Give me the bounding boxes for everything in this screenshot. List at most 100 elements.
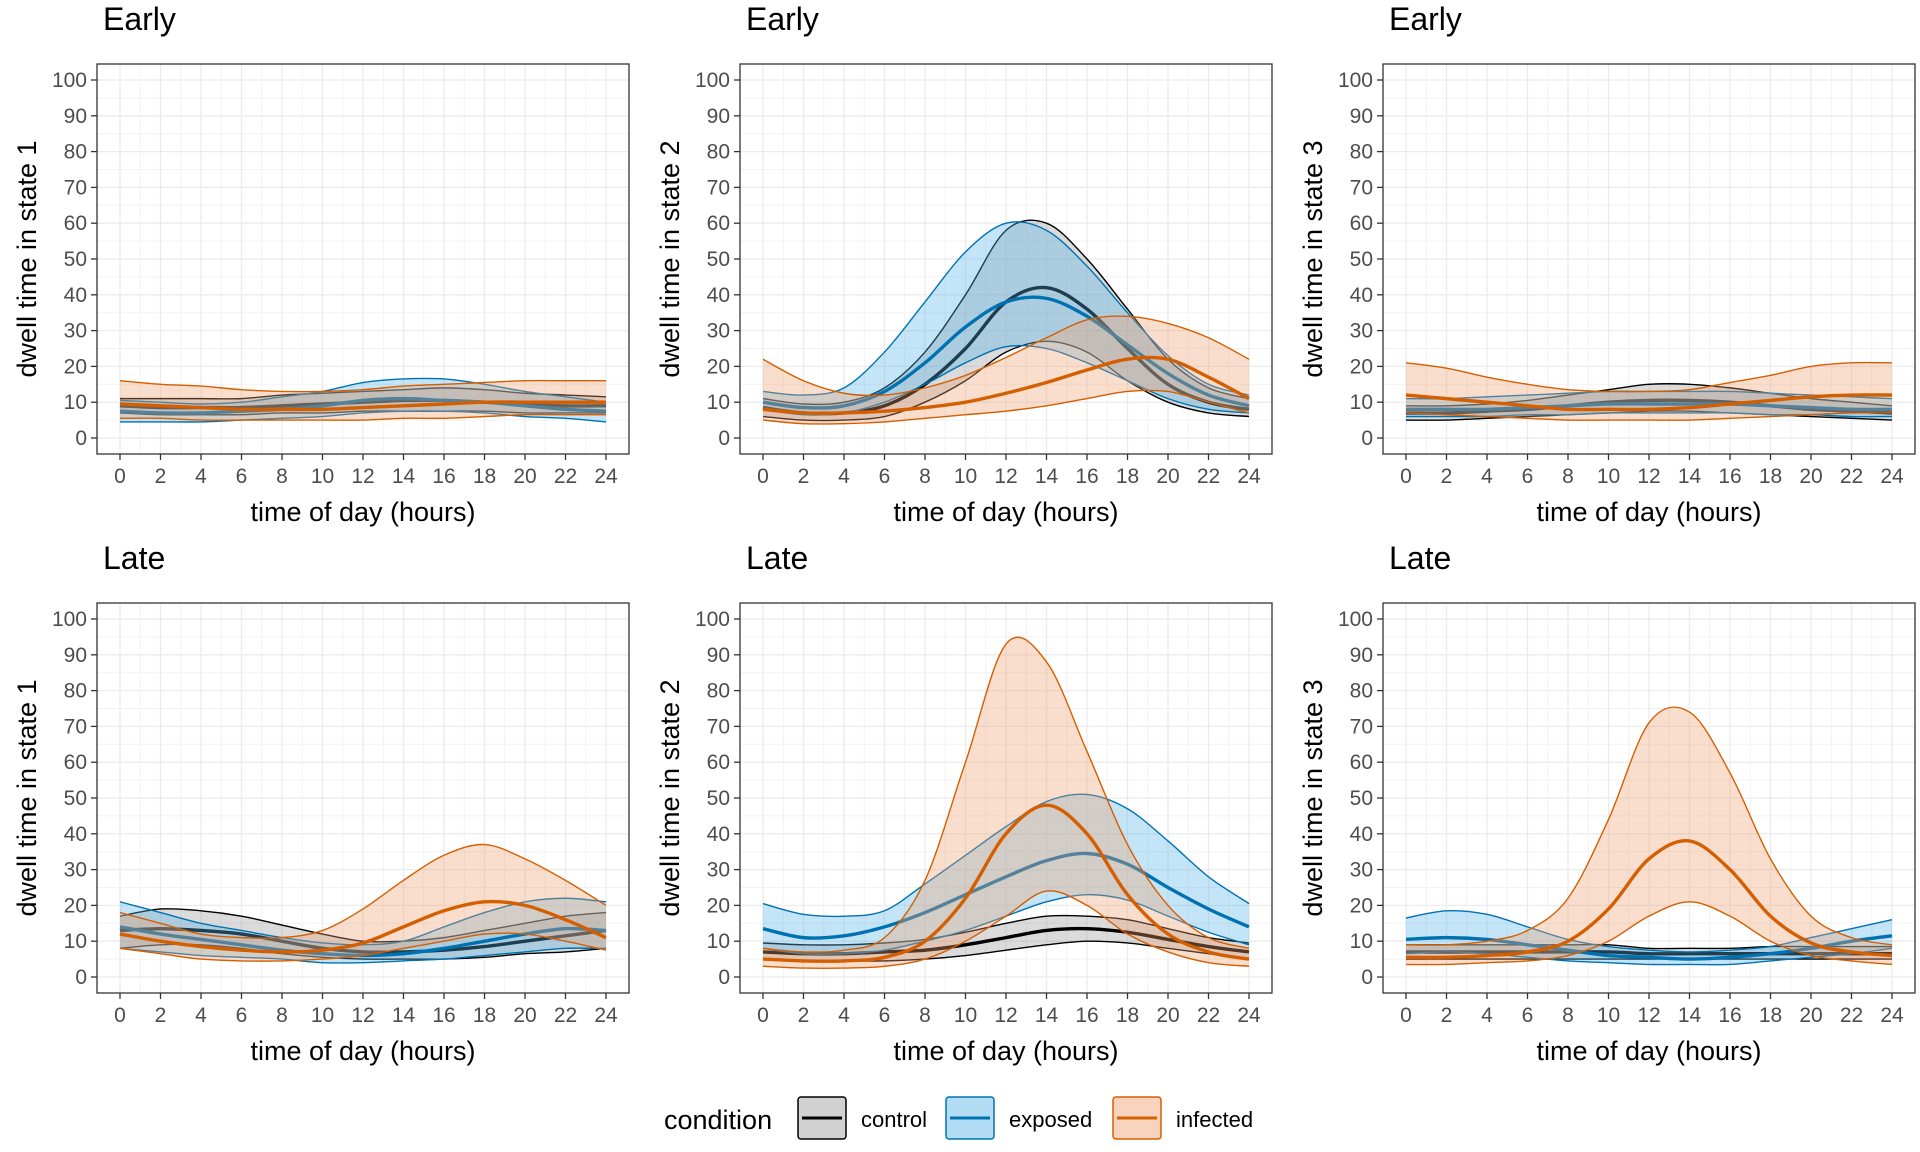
x-tick-label: 14 [392, 465, 416, 488]
x-tick-label: 2 [155, 1004, 167, 1027]
panel-3: 0 2 4 6 8 10 12 14 16 18 20 22 240102030405060708090… [1298, 1, 1916, 527]
x-tick-label: 14 [1035, 1004, 1059, 1027]
legend-label-infected: infected [1176, 1107, 1253, 1132]
x-tick-label: 16 [1718, 465, 1741, 488]
x-tick-label: 4 [195, 1004, 207, 1027]
x-tick-label: 24 [1880, 465, 1904, 488]
x-tick-label: 6 [236, 1004, 248, 1027]
y-tick-label: 40 [64, 284, 87, 307]
x-tick-label: 12 [351, 465, 374, 488]
ribbon-exposed [763, 221, 1249, 416]
panel-title: Early [746, 1, 819, 37]
y-tick-label: 30 [1350, 320, 1373, 343]
x-tick-label: 0 [1400, 465, 1412, 488]
x-tick-label: 10 [1597, 1004, 1620, 1027]
x-tick-label: 10 [311, 1004, 334, 1027]
x-tick-label: 18 [1759, 1004, 1782, 1027]
y-axis-label: dwell time in state 3 [1298, 140, 1328, 377]
panel-border [1382, 63, 1916, 455]
ribbon-upper-infected [762, 636, 1250, 953]
ribbon-control [1406, 944, 1892, 960]
ribbon-lower-control [119, 943, 607, 960]
x-tick-label: 16 [432, 1004, 455, 1027]
x-tick-label: 2 [1441, 465, 1453, 488]
x-tick-label: 8 [1562, 1004, 1574, 1027]
x-tick-label: 0 [1400, 1004, 1412, 1027]
x-axis-label: time of day (hours) [893, 497, 1118, 527]
y-tick-label: 0 [75, 966, 87, 989]
x-tick-label: 22 [1840, 465, 1863, 488]
ribbon-upper-control [1406, 943, 1892, 950]
x-tick-label: 12 [351, 1004, 374, 1027]
x-axis-label: time of day (hours) [1536, 497, 1761, 527]
y-tick-label: 100 [695, 608, 730, 631]
x-tick-label: 18 [1116, 465, 1139, 488]
y-tick-label: 10 [707, 391, 730, 414]
y-tick-label: 90 [1350, 644, 1373, 667]
x-tick-label: 22 [1197, 465, 1220, 488]
line-infected [119, 899, 607, 954]
ribbon-control [763, 220, 1249, 421]
ribbon-infected [120, 844, 606, 962]
y-tick-label: 80 [1350, 680, 1373, 703]
y-tick-label: 40 [707, 284, 730, 307]
x-tick-label: 16 [1075, 465, 1098, 488]
y-tick-label: 30 [1350, 859, 1373, 882]
x-tick-label: 16 [1718, 1004, 1741, 1027]
ribbon-upper-control [119, 908, 607, 943]
x-tick-label: 24 [1880, 1004, 1904, 1027]
y-tick-label: 90 [64, 105, 87, 128]
ribbon-upper-control [762, 914, 1250, 946]
x-tick-label: 0 [114, 1004, 126, 1027]
ribbon-upper-exposed [762, 793, 1250, 918]
x-tick-label: 6 [879, 1004, 891, 1027]
ribbon-upper-control [1405, 383, 1893, 407]
y-tick-label: 80 [64, 680, 87, 703]
y-tick-label: 30 [64, 320, 87, 343]
y-tick-label: 40 [1350, 284, 1373, 307]
x-tick-label: 0 [757, 1004, 769, 1027]
y-tick-label: 0 [1361, 427, 1373, 450]
panel-title: Early [103, 1, 176, 37]
x-tick-label: 20 [513, 465, 536, 488]
x-tick-label: 8 [276, 1004, 288, 1027]
legend-item-exposed: exposed [945, 1096, 1092, 1140]
panel-border [96, 602, 630, 994]
panel-1: 0 2 4 6 8 10 12 14 16 18 20 22 240102030405060708090… [12, 1, 630, 527]
x-tick-label: 20 [1156, 1004, 1179, 1027]
line-infected [762, 355, 1250, 415]
ribbon-infected [1406, 707, 1892, 965]
y-axis-label: dwell time in state 2 [655, 679, 685, 916]
y-tick-label: 20 [64, 894, 87, 917]
panel-border [96, 63, 630, 455]
x-tick-label: 4 [195, 465, 207, 488]
ribbon-upper-exposed [1405, 909, 1893, 953]
y-tick-label: 100 [1338, 69, 1373, 92]
ribbon-lower-control [119, 410, 606, 416]
y-tick-label: 50 [64, 248, 87, 271]
x-tick-label: 24 [594, 1004, 618, 1027]
legend-item-control: control [797, 1096, 927, 1140]
panel-title: Late [103, 540, 165, 576]
x-tick-label: 14 [1035, 465, 1059, 488]
ribbon-upper-exposed [119, 377, 607, 405]
y-tick-label: 20 [64, 355, 87, 378]
x-tick-label: 6 [236, 465, 248, 488]
x-tick-label: 10 [1597, 465, 1620, 488]
panel-2: 0 2 4 6 8 10 12 14 16 18 20 22 240102030405060708090… [655, 1, 1273, 527]
y-tick-label: 30 [707, 859, 730, 882]
line-control [1405, 398, 1893, 415]
x-tick-label: 12 [994, 1004, 1017, 1027]
panel-border [739, 63, 1273, 455]
y-tick-label: 30 [64, 859, 87, 882]
x-tick-label: 18 [473, 1004, 496, 1027]
x-tick-label: 6 [1522, 1004, 1534, 1027]
panel-title: Late [1389, 540, 1451, 576]
x-tick-label: 24 [594, 465, 618, 488]
y-tick-label: 60 [64, 751, 87, 774]
y-tick-label: 60 [64, 212, 87, 235]
ribbon-upper-exposed [762, 221, 1250, 396]
y-tick-label: 80 [1350, 141, 1373, 164]
y-tick-label: 10 [64, 930, 87, 953]
y-tick-label: 80 [707, 141, 730, 164]
